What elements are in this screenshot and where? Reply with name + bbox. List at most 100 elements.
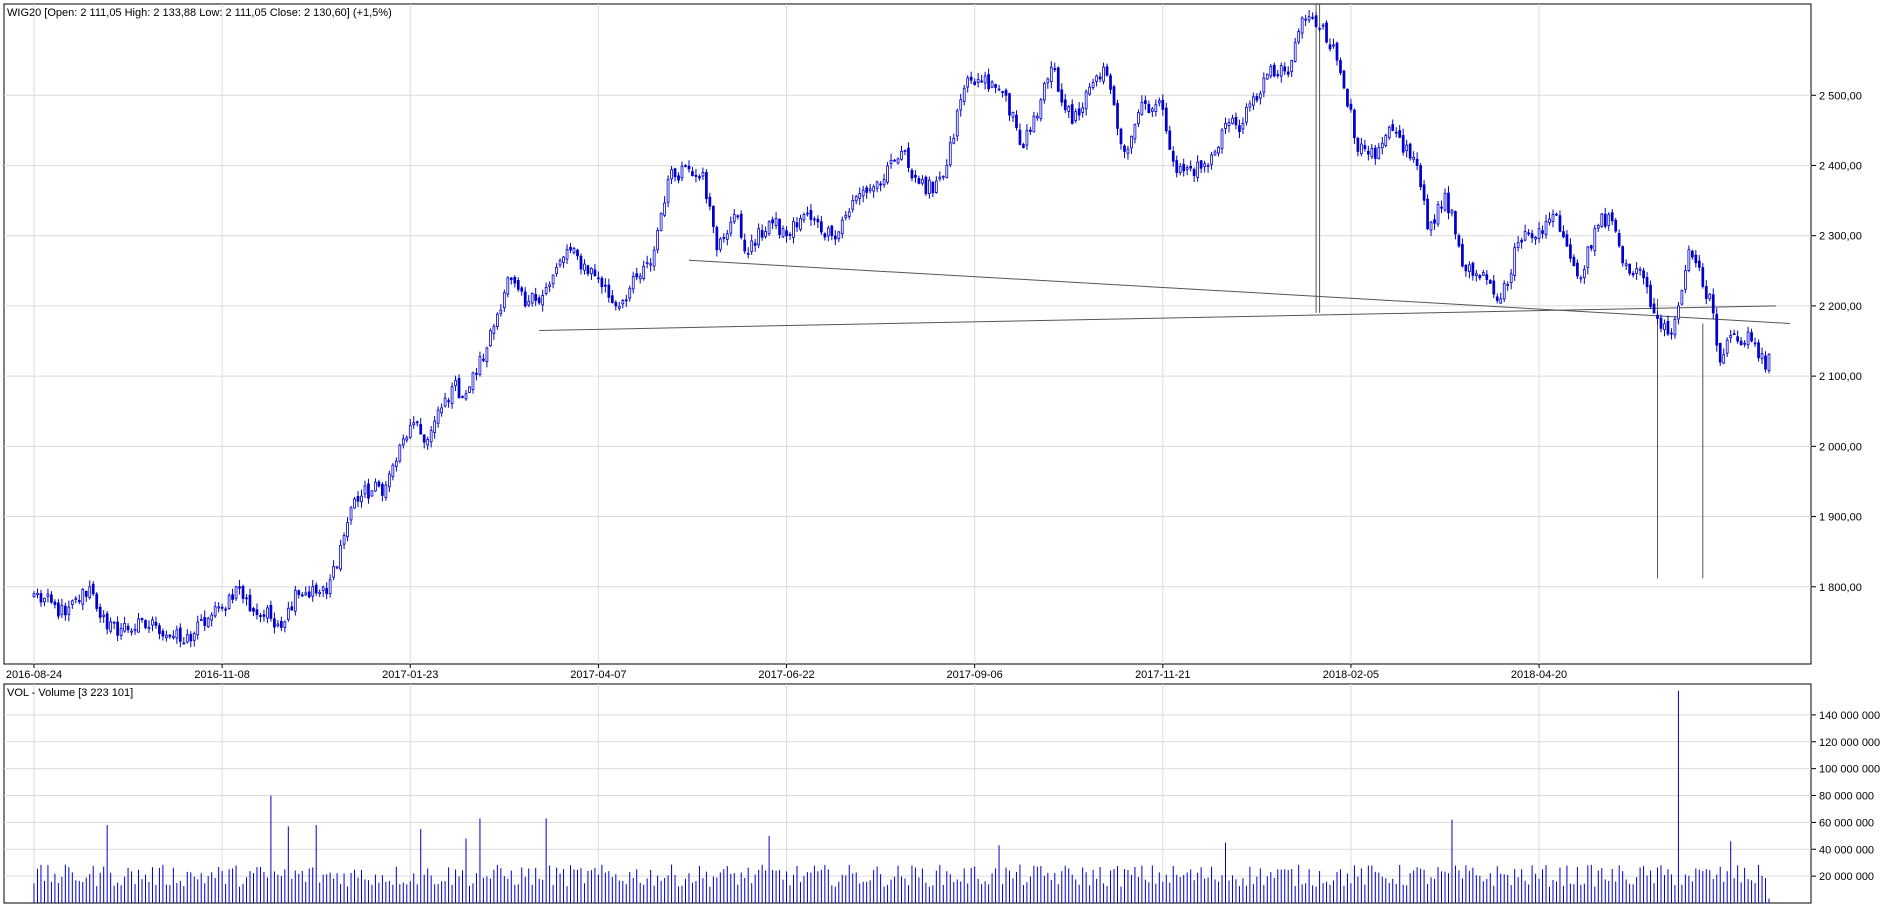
- candle-body: [551, 274, 555, 285]
- candle-body: [1464, 264, 1468, 272]
- candle-body: [1307, 16, 1311, 21]
- candle-body: [1102, 66, 1105, 82]
- candle-body: [1541, 230, 1544, 234]
- candle-body: [806, 212, 809, 215]
- candle-body: [1189, 165, 1193, 169]
- candle-body: [1088, 86, 1091, 95]
- candle-body: [1419, 165, 1422, 188]
- candle-body: [1154, 104, 1158, 112]
- candle-body: [185, 634, 189, 643]
- candle-body: [1321, 24, 1325, 27]
- candle-body: [1077, 108, 1081, 116]
- candle-body: [370, 490, 374, 497]
- candle-body: [1607, 214, 1611, 226]
- candle-body: [154, 621, 158, 626]
- volume-y-tick-label: 120 000 000: [1819, 737, 1880, 749]
- candle-body: [32, 593, 36, 597]
- candle-body: [1454, 211, 1457, 235]
- volume-bars: [33, 690, 1770, 903]
- candle-body: [1715, 313, 1719, 346]
- candle-body: [816, 218, 820, 223]
- candle-body: [98, 606, 102, 618]
- candle-body: [367, 483, 370, 499]
- candle-body: [934, 180, 938, 193]
- candle-body: [1398, 130, 1402, 138]
- candle-body: [1537, 228, 1541, 239]
- candle-body: [893, 159, 896, 162]
- candle-body: [642, 265, 646, 280]
- candle-body: [1767, 353, 1771, 371]
- candle-body: [1241, 122, 1245, 130]
- candle-body: [1001, 91, 1004, 94]
- candle-body: [1673, 319, 1677, 336]
- candle-body: [1248, 103, 1252, 108]
- candle-body: [624, 299, 628, 302]
- candle-body: [715, 227, 719, 251]
- candle-body: [600, 277, 604, 288]
- candle-body: [1440, 206, 1443, 209]
- candle-body: [353, 498, 356, 509]
- candle-body: [1318, 27, 1321, 30]
- candle-body: [1346, 88, 1349, 107]
- candle-body: [910, 170, 914, 179]
- candle-body: [886, 165, 889, 183]
- candle-body: [394, 460, 398, 467]
- candle-body: [102, 614, 106, 617]
- candle-body: [1018, 129, 1022, 145]
- candle-body: [823, 233, 827, 238]
- candle-body: [830, 225, 834, 237]
- candle-body: [607, 284, 611, 298]
- candle-body: [231, 594, 234, 600]
- candle-body: [523, 291, 527, 307]
- candle-body: [1690, 250, 1694, 258]
- candle-body: [997, 88, 1001, 91]
- candle-body: [631, 275, 635, 290]
- candle-body: [541, 294, 545, 306]
- candle-body: [328, 579, 332, 594]
- candle-body: [447, 400, 450, 403]
- candle-body: [1499, 298, 1503, 304]
- candle-body: [1032, 115, 1036, 133]
- candle-body: [1342, 70, 1346, 89]
- candle-body: [151, 619, 154, 626]
- candle-body: [1332, 44, 1335, 47]
- candle-body: [381, 484, 384, 496]
- candle-body: [882, 179, 886, 186]
- candle-body: [1377, 147, 1381, 160]
- candle-body: [520, 287, 524, 292]
- candle-body: [332, 566, 335, 578]
- candle-body: [1290, 60, 1294, 72]
- candle-body: [248, 594, 252, 612]
- candle-body: [255, 609, 259, 616]
- candle-body: [1203, 163, 1206, 167]
- candle-body: [990, 81, 994, 88]
- volume-header: VOL - Volume [3 223 101]: [7, 687, 133, 699]
- candle-body: [1353, 109, 1356, 139]
- candle-body: [74, 598, 78, 601]
- candle-body: [837, 231, 841, 240]
- candle-body: [576, 249, 579, 257]
- candle-body: [914, 174, 917, 178]
- candle-body: [1523, 231, 1527, 241]
- candle-body: [980, 80, 983, 83]
- candle-body: [1015, 114, 1018, 129]
- candle-body: [1576, 262, 1579, 277]
- candle-body: [398, 444, 402, 462]
- candle-body: [140, 618, 144, 621]
- candle-body: [941, 175, 945, 178]
- candle-body: [1238, 125, 1241, 133]
- candle-body: [1004, 89, 1008, 96]
- candle-body: [1262, 77, 1266, 93]
- candle-body: [259, 615, 262, 617]
- candle-body: [1060, 89, 1064, 103]
- candle-body: [1729, 335, 1733, 338]
- candle-body: [290, 606, 294, 611]
- candle-body: [36, 592, 39, 595]
- price-y-axis: 1 800,00 1 900,00 2 000,00 2 100,00 2 200,00…: [1811, 90, 1862, 594]
- candle-body: [705, 171, 708, 200]
- candle-body: [356, 495, 360, 502]
- candle-body: [182, 642, 186, 645]
- candle-body: [1279, 65, 1283, 77]
- candle-body: [388, 473, 391, 488]
- candle-body: [77, 600, 81, 603]
